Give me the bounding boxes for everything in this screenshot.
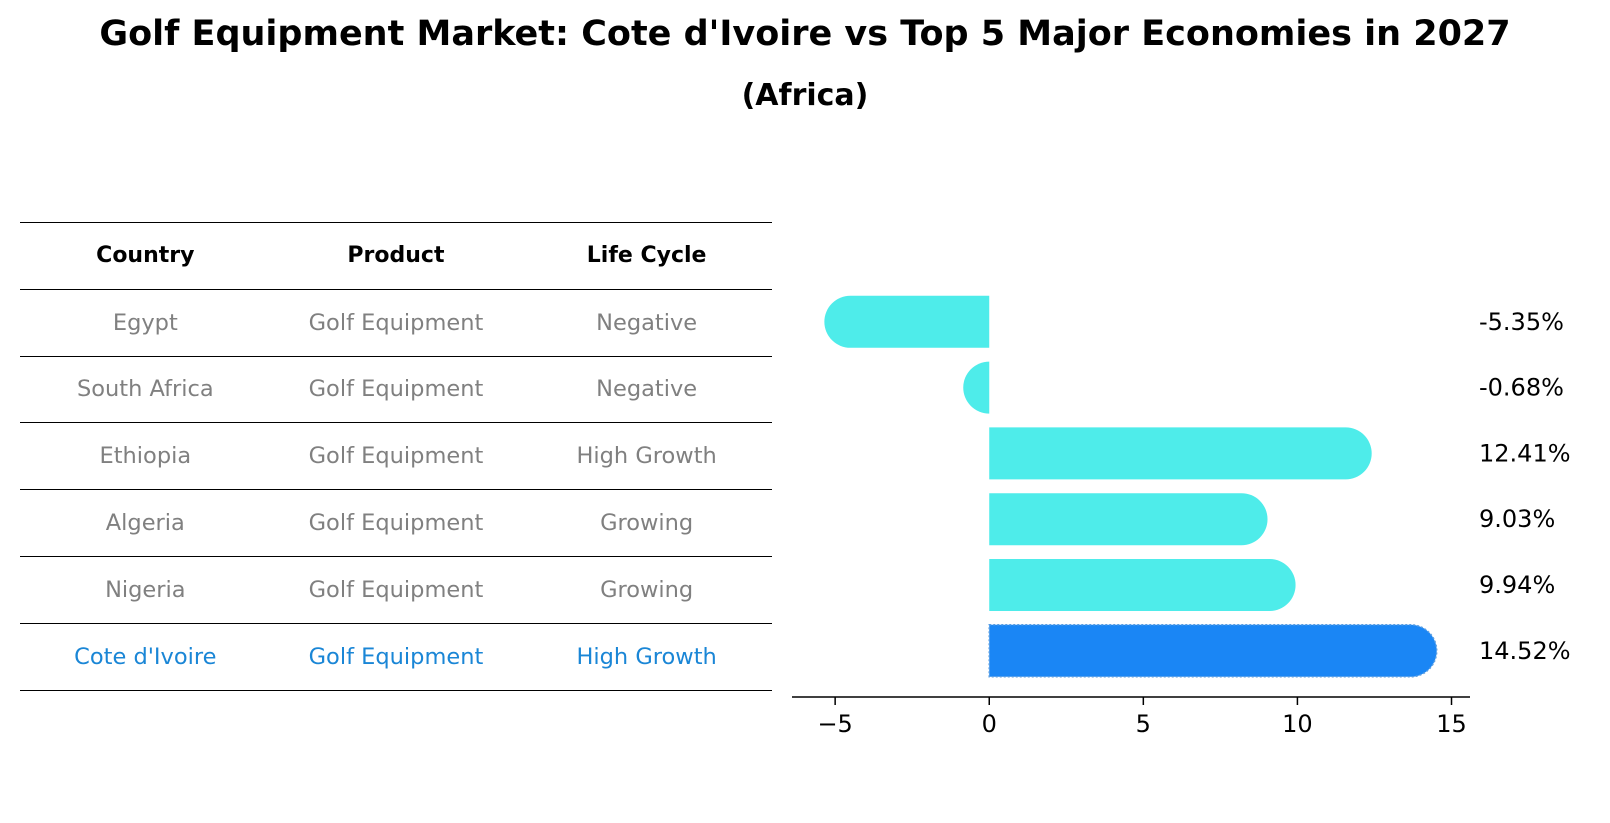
- cell-product: Golf Equipment: [270, 623, 522, 691]
- value-label-egypt: -5.35%: [1479, 308, 1564, 336]
- table-header-row: Country Product Life Cycle: [20, 222, 772, 290]
- value-label-nigeria: 9.94%: [1479, 571, 1555, 599]
- x-tick-label: 15: [1436, 710, 1467, 738]
- cell-product: Golf Equipment: [270, 556, 522, 624]
- value-label-algeria: 9.03%: [1479, 505, 1555, 533]
- cell-product: Golf Equipment: [270, 356, 522, 424]
- table-row-highlighted: Cote d'Ivoire Golf Equipment High Growth: [20, 623, 772, 691]
- chart-subtitle: (Africa): [741, 78, 869, 113]
- bar-cote-d-ivoire: [988, 624, 1438, 678]
- cell-life-cycle: High Growth: [521, 422, 772, 491]
- bar-egypt: [824, 295, 990, 348]
- cell-product: Golf Equipment: [270, 489, 522, 557]
- x-tick-label: 0: [982, 710, 997, 738]
- cell-country: Algeria: [20, 489, 271, 557]
- cell-life-cycle: Negative: [521, 356, 772, 424]
- header-life-cycle: Life Cycle: [521, 222, 772, 290]
- table-row: South Africa Golf Equipment Negative: [20, 356, 772, 424]
- header-country: Country: [20, 222, 271, 290]
- cell-country: South Africa: [20, 356, 271, 424]
- header-product: Product: [270, 222, 522, 290]
- table-row: Nigeria Golf Equipment Growing: [20, 556, 772, 624]
- summary-table: Country Product Life Cycle Egypt Golf Eq…: [20, 222, 772, 691]
- x-tick-label: −5: [817, 710, 852, 738]
- table-row: Ethiopia Golf Equipment High Growth: [20, 422, 772, 491]
- bar-algeria: [989, 493, 1268, 546]
- x-tick-label: 10: [1282, 710, 1313, 738]
- cell-life-cycle: Growing: [521, 556, 772, 624]
- table-row: Egypt Golf Equipment Negative: [20, 289, 772, 357]
- value-label-cote-d-ivoire: 14.52%: [1479, 637, 1571, 665]
- chart-title: Golf Equipment Market: Cote d'Ivoire vs …: [99, 14, 1511, 54]
- cell-country: Cote d'Ivoire: [20, 623, 271, 691]
- value-label-ethiopia: 12.41%: [1479, 439, 1571, 467]
- value-label-south-africa: -0.68%: [1479, 374, 1564, 402]
- cell-country: Ethiopia: [20, 422, 271, 491]
- cell-life-cycle: Growing: [521, 489, 772, 557]
- table-row: Algeria Golf Equipment Growing: [20, 489, 772, 557]
- cell-country: Nigeria: [20, 556, 271, 624]
- cell-country: Egypt: [20, 289, 271, 357]
- cell-product: Golf Equipment: [270, 289, 522, 357]
- cell-product: Golf Equipment: [270, 422, 522, 491]
- x-tick-label: 5: [1136, 710, 1151, 738]
- bar-south-africa: [963, 361, 990, 414]
- bar-ethiopia: [989, 427, 1372, 480]
- cell-life-cycle: High Growth: [521, 623, 772, 691]
- cell-life-cycle: Negative: [521, 289, 772, 357]
- bar-nigeria: [989, 559, 1296, 611]
